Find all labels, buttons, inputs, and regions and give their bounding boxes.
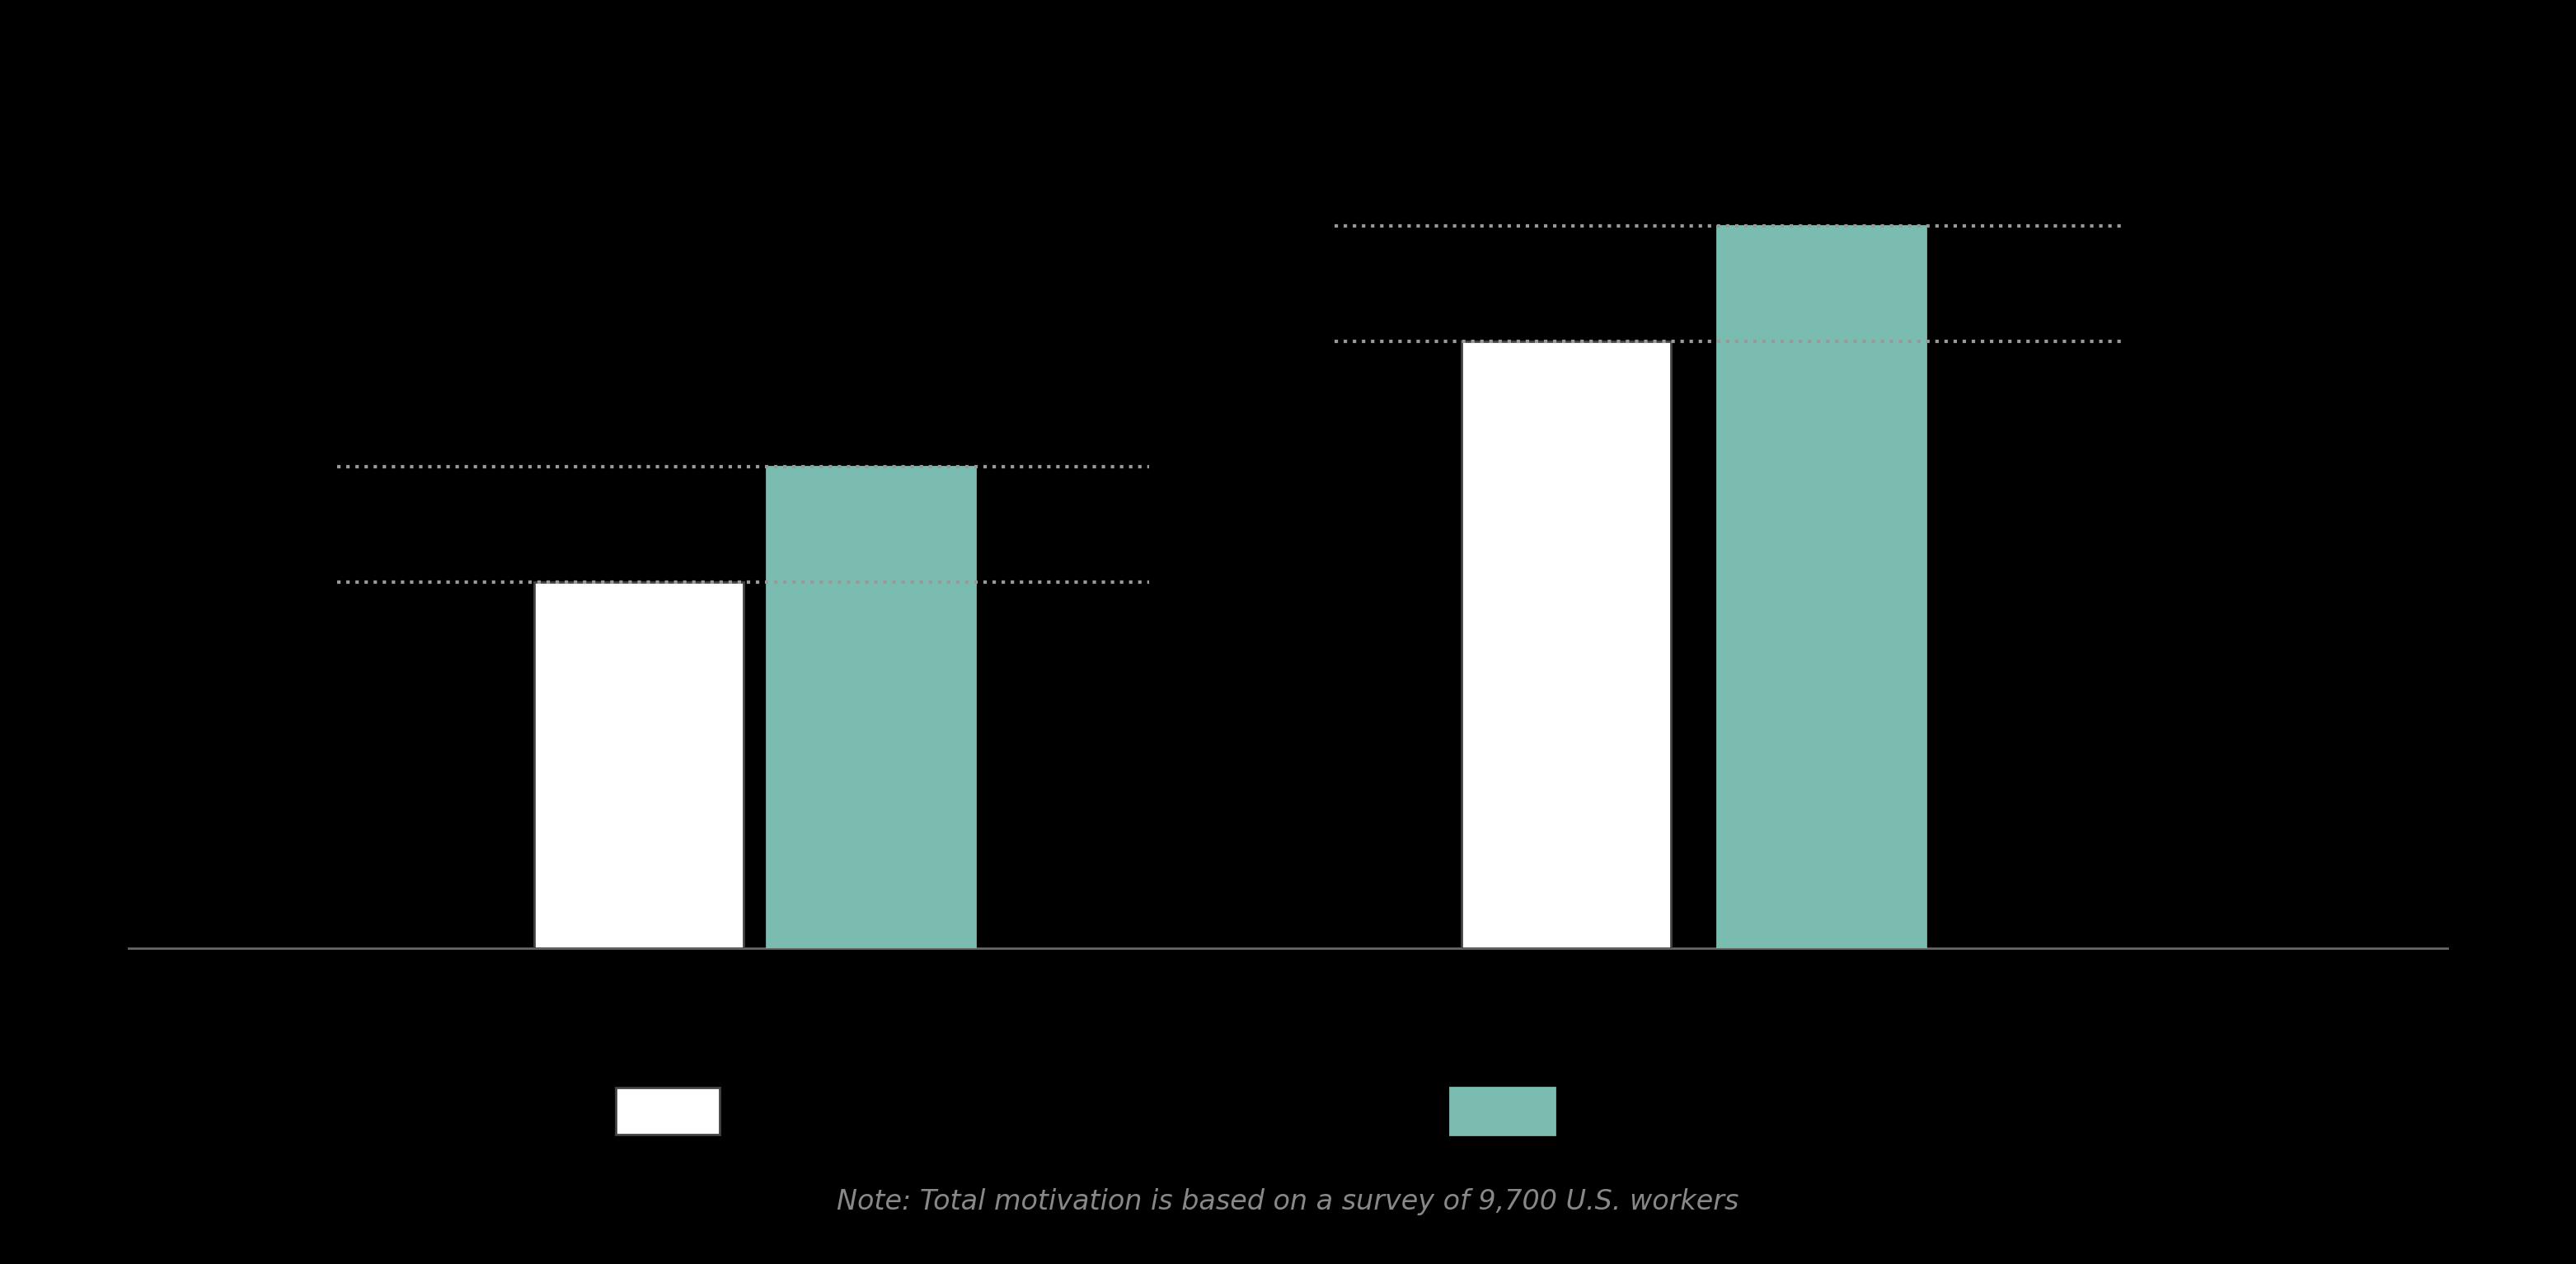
Bar	[616, 1088, 721, 1134]
Bar	[1463, 341, 1669, 948]
Text: Note: Total motivation is based on a survey of 9,700 U.S. workers: Note: Total motivation is based on a sur…	[837, 1188, 1739, 1216]
Bar	[536, 583, 744, 948]
Bar	[768, 466, 976, 948]
Bar	[1450, 1088, 1556, 1134]
Bar	[1718, 226, 1927, 948]
